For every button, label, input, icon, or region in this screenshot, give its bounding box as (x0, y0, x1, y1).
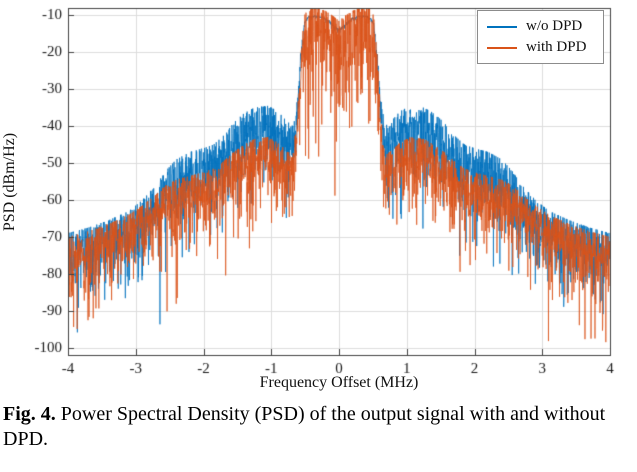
y-axis-label: PSD (dBm/Hz) (1, 132, 18, 232)
legend-label: with DPD (526, 39, 587, 55)
figure-caption: Fig. 4. Power Spectral Density (PSD) of … (0, 398, 637, 452)
legend-line-icon (487, 25, 517, 28)
legend-label: w/o DPD (526, 18, 583, 34)
legend-item: with DPD (487, 37, 603, 58)
legend: w/o DPD with DPD (477, 10, 604, 64)
chart-canvas (0, 0, 637, 398)
psd-chart: PSD (dBm/Hz) Frequency Offset (MHz) w/o … (0, 0, 637, 398)
caption-label: Fig. 4. (3, 403, 56, 425)
legend-item: w/o DPD (487, 16, 603, 37)
caption-text: Power Spectral Density (PSD) of the outp… (3, 403, 606, 450)
x-axis-label: Frequency Offset (MHz) (259, 374, 419, 391)
legend-line-icon (487, 46, 517, 49)
